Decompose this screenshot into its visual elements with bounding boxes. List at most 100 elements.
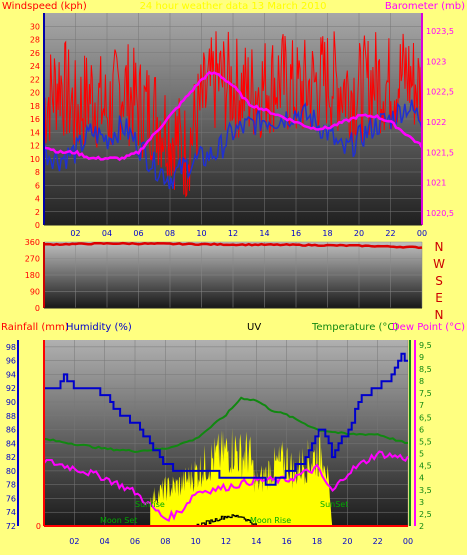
rainfall-axis-label: Rainfall (mm) [1, 322, 69, 333]
windspeed-tick-label: 24 [30, 62, 40, 71]
x-tick-label: 06 [133, 229, 143, 238]
wind-direction-line [43, 241, 423, 250]
windspeed-tick-label: 18 [30, 102, 40, 111]
windspeed-tick-label: 12 [30, 142, 40, 151]
temperature-tick-label: 7,5 [419, 389, 432, 398]
series [43, 352, 409, 527]
temperature-humidity-panel: Rainfall (mm) Humidity (%) UV Temperatur… [1, 322, 465, 546]
moonrise-annotation: Moon Rise [250, 516, 291, 525]
temperature-tick-label: 3 [419, 498, 424, 507]
compass-label: E [435, 291, 443, 305]
humidity-line [44, 352, 408, 486]
direction-tick-labels: 0 90 180 270 360 [25, 238, 40, 313]
humidity-tick-label: 82 [6, 453, 16, 462]
x-tick-label: 16 [282, 537, 292, 546]
direction-tick-label: 360 [25, 238, 40, 247]
temperature-line [43, 396, 409, 454]
temperature-tick-label: 3,5 [419, 486, 432, 495]
temperature-tick-labels: 2 2,5 3 3,5 4 4,5 5 5,5 6 6,5 7 7,5 8 8,5 9 9,5 [419, 341, 432, 531]
chart-title: 24 hour weather data 13 March 2010 [140, 1, 327, 12]
barometer-tick-label: 1022,5 [426, 88, 454, 97]
x-tick-label: 00 [403, 537, 413, 546]
barometer-tick-label: 1020,5 [426, 209, 454, 218]
compass-label: N [435, 240, 444, 254]
x-tick-label: 18 [322, 229, 332, 238]
humidity-tick-label: 94 [6, 370, 16, 379]
x-tick-labels: 02 04 06 08 10 12 14 16 18 20 22 00 [70, 229, 427, 238]
x-tick-label: 20 [342, 537, 352, 546]
temperature-tick-label: 8 [419, 377, 424, 386]
temperature-tick-label: 4 [419, 474, 424, 483]
windspeed-tick-label: 4 [35, 195, 40, 204]
humidity-tick-label: 86 [6, 426, 16, 435]
windspeed-tick-label: 8 [35, 168, 40, 177]
temperature-tick-label: 2 [419, 522, 424, 531]
temperature-tick-label: 2,5 [419, 510, 432, 519]
windspeed-tick-label: 26 [30, 49, 40, 58]
compass-label: W [433, 257, 445, 271]
wind-barometer-panel: Windspeed (kph) 24 hour weather data 13 … [2, 1, 465, 238]
series [43, 241, 423, 250]
direction-tick-label: 90 [30, 288, 40, 297]
x-tick-label: 10 [196, 229, 206, 238]
windspeed-tick-label: 14 [30, 128, 40, 137]
barometer-tick-label: 1023,5 [426, 27, 454, 36]
compass-label: N [435, 308, 444, 322]
sunset-annotation: SunSet [320, 500, 348, 509]
dewpoint-line [43, 450, 409, 523]
compass-label: S [435, 274, 443, 288]
x-tick-label: 00 [417, 229, 427, 238]
x-tick-labels: 02 04 06 08 10 12 14 16 18 20 22 00 [69, 537, 413, 546]
rainfall-tick-label: 0 [36, 522, 41, 531]
windspeed-tick-label: 0 [35, 221, 40, 230]
direction-tick-label: 270 [25, 255, 40, 264]
x-tick-label: 12 [221, 537, 231, 546]
temperature-tick-label: 6 [419, 425, 424, 434]
temperature-axis-label: Temperature (°C) [311, 322, 398, 333]
x-tick-label: 04 [100, 537, 110, 546]
x-tick-label: 08 [165, 229, 175, 238]
windspeed-tick-label: 30 [30, 22, 40, 31]
windspeed-tick-label: 20 [30, 89, 40, 98]
humidity-tick-label: 88 [6, 412, 16, 421]
direction-tick-label: 0 [35, 304, 40, 313]
x-tick-label: 14 [259, 229, 269, 238]
temperature-tick-label: 7 [419, 401, 424, 410]
x-tick-label: 20 [354, 229, 364, 238]
uv-axis-label: UV [247, 322, 261, 333]
x-tick-label: 10 [191, 537, 201, 546]
temperature-tick-label: 9,5 [419, 341, 432, 350]
average-wind-line [43, 99, 423, 190]
barometer-tick-label: 1023 [426, 57, 446, 66]
barometer-tick-label: 1021,5 [426, 148, 454, 157]
humidity-tick-label: 80 [6, 467, 16, 476]
dewpoint-axis-label: Dew Point (°C) [392, 322, 465, 333]
x-tick-label: 22 [385, 229, 395, 238]
windspeed-tick-label: 10 [30, 155, 40, 164]
barometer-tick-label: 1021 [426, 179, 446, 188]
barometer-line [43, 70, 424, 162]
uv-line [195, 514, 257, 527]
windspeed-tick-label: 16 [30, 115, 40, 124]
series [43, 31, 424, 198]
temperature-tick-label: 9 [419, 353, 424, 362]
barometer-tick-labels: 1020,5 1021 1021,5 1022 1022,5 1023 1023,5 [426, 27, 454, 218]
windspeed-tick-label: 6 [35, 181, 40, 190]
moonset-annotation: Moon Set [100, 516, 137, 525]
humidity-tick-label: 76 [6, 494, 16, 503]
windspeed-tick-label: 28 [30, 36, 40, 45]
temperature-tick-label: 8,5 [419, 365, 432, 374]
humidity-axis-label: Humidity (%) [66, 322, 132, 333]
x-tick-label: 02 [70, 229, 80, 238]
windspeed-tick-label: 2 [35, 208, 40, 217]
x-tick-label: 06 [130, 537, 140, 546]
x-tick-label: 14 [251, 537, 261, 546]
windspeed-tick-label: 22 [30, 75, 40, 84]
humidity-tick-label: 90 [6, 398, 16, 407]
direction-tick-label: 180 [25, 271, 40, 280]
x-tick-label: 18 [312, 537, 322, 546]
x-tick-label: 22 [373, 537, 383, 546]
x-tick-label: 02 [69, 537, 79, 546]
